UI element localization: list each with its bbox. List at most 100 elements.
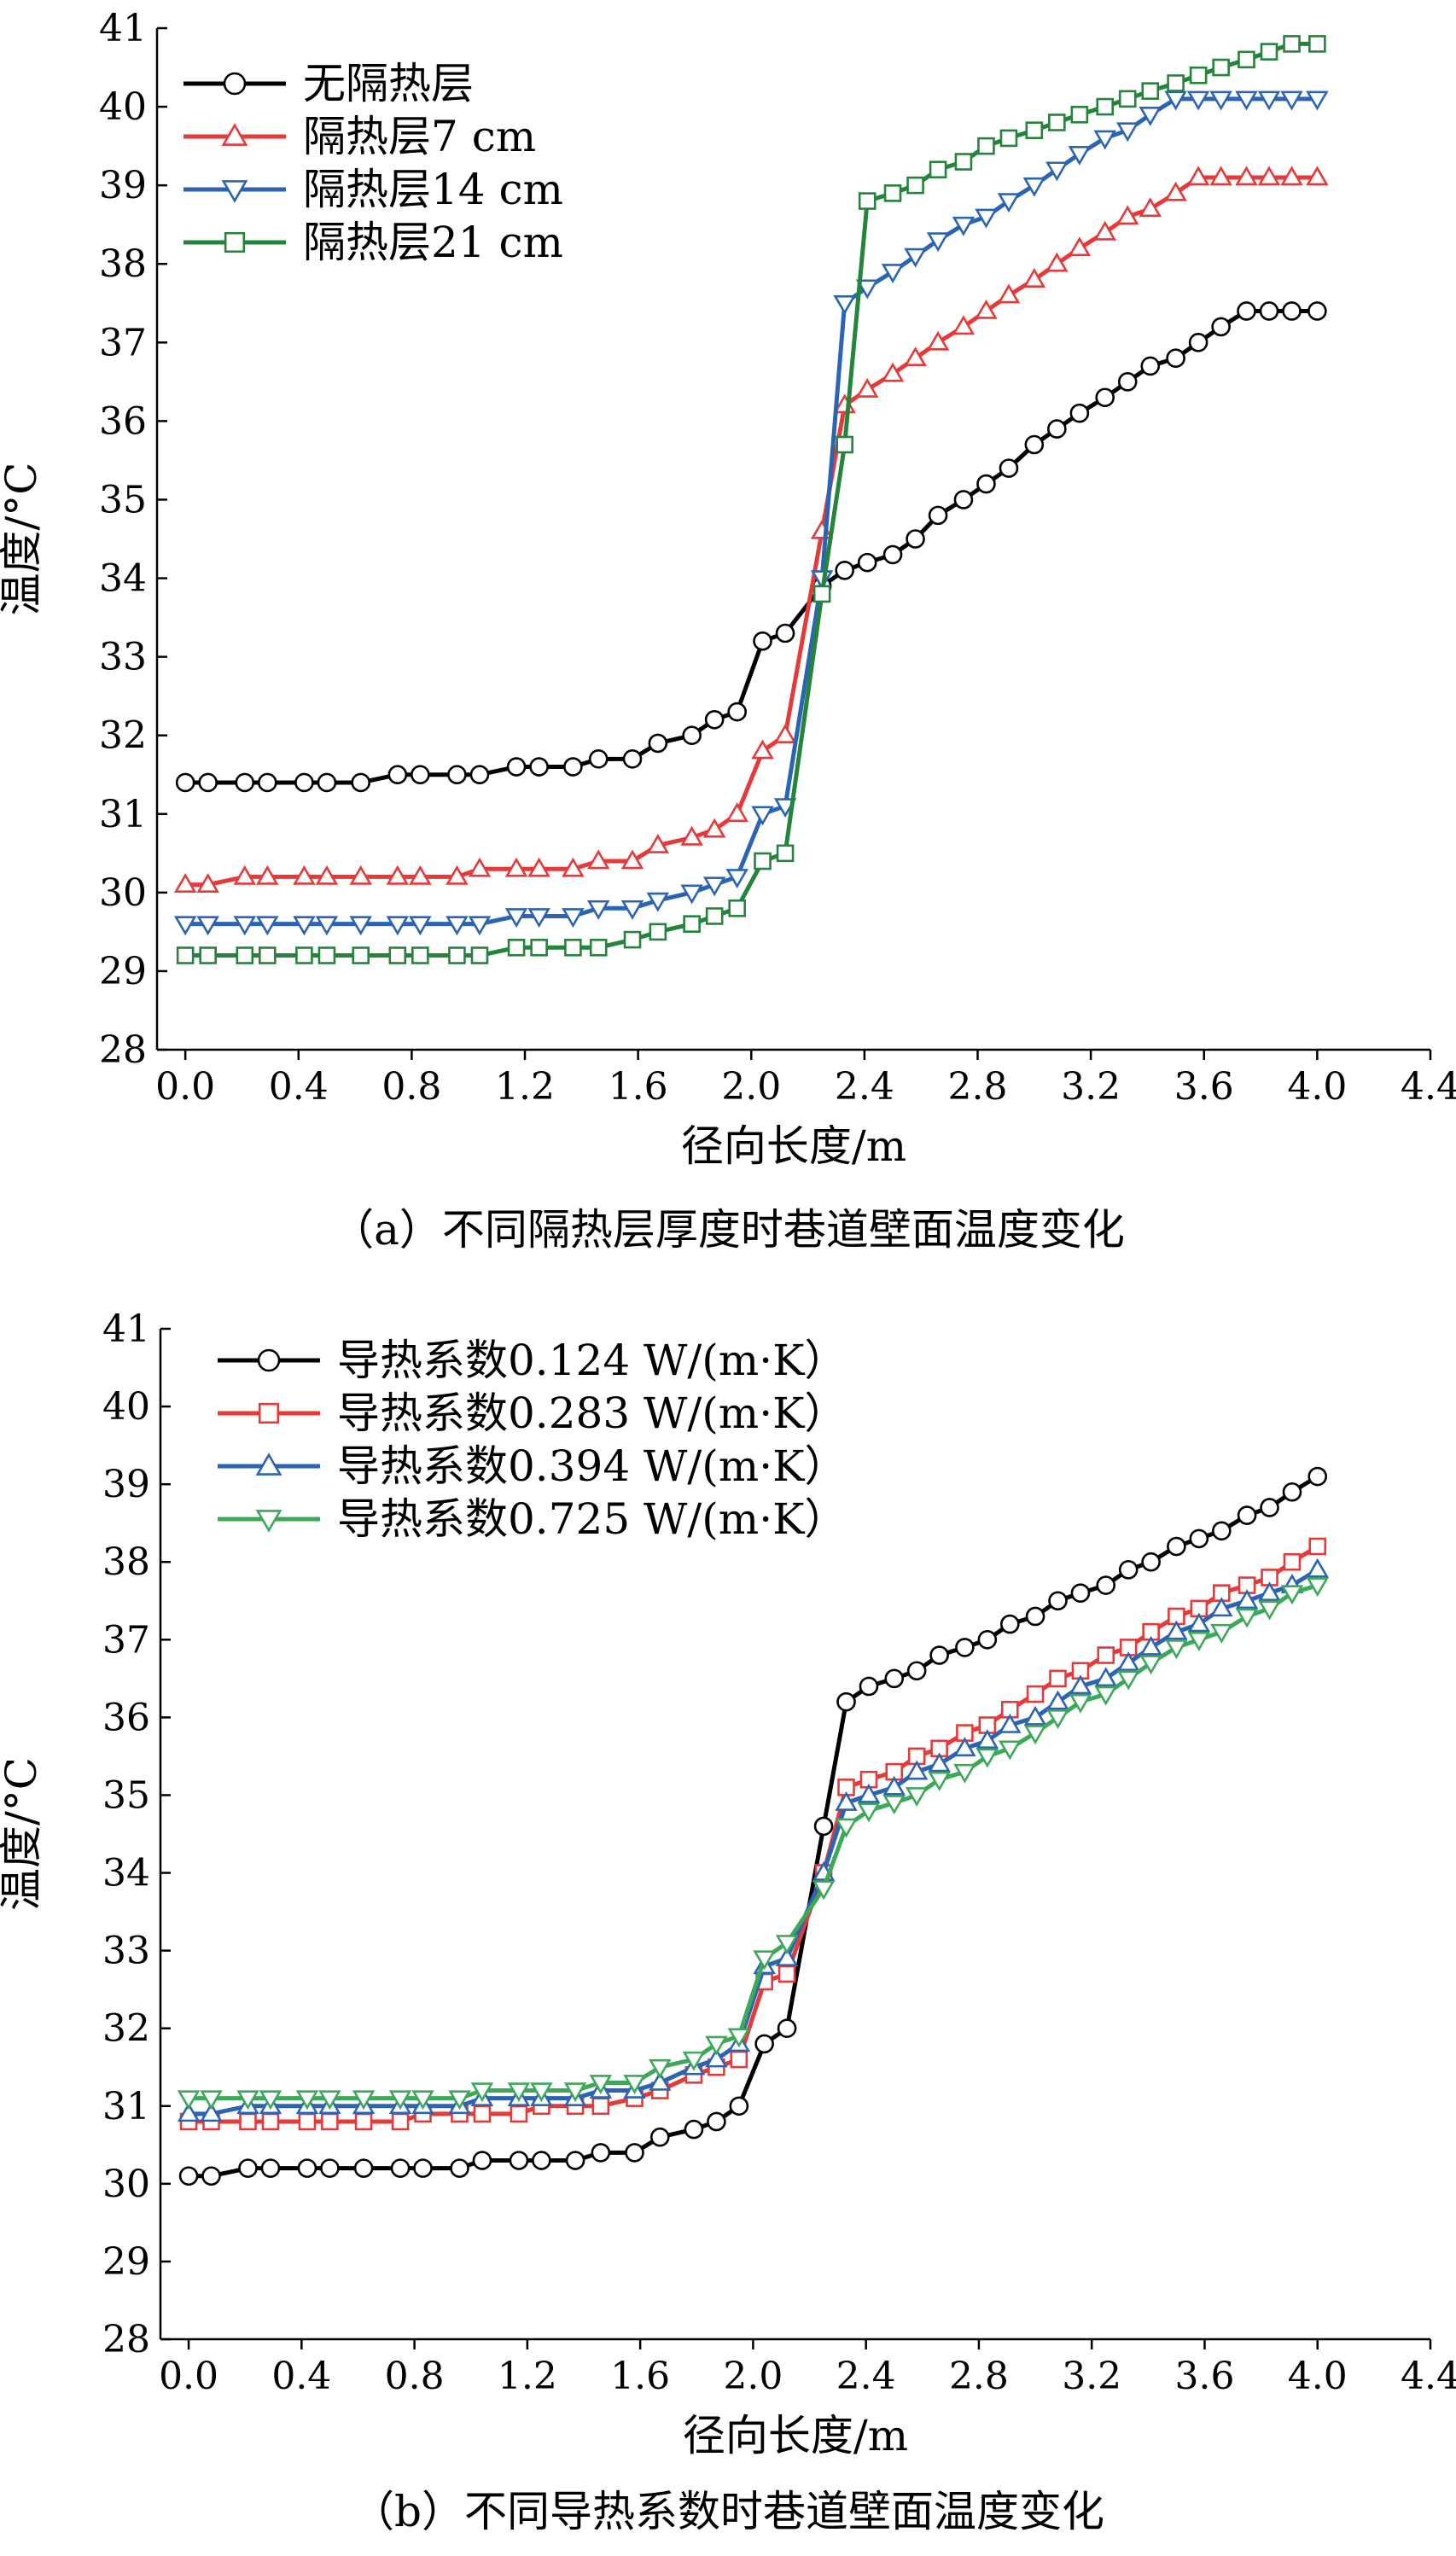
data-point (200, 2090, 223, 2111)
data-point (1093, 220, 1116, 241)
data-point (952, 216, 976, 236)
data-point (1238, 50, 1255, 69)
y-tick-label: 36 (102, 1696, 150, 1739)
y-tick-label: 37 (102, 1618, 150, 1662)
data-point (591, 2097, 610, 2116)
data-point (1069, 1693, 1092, 1714)
data-point (530, 939, 548, 957)
data-point (235, 772, 255, 793)
data-point (649, 2127, 670, 2147)
data-point (1164, 90, 1187, 111)
data-point (727, 2028, 751, 2048)
data-point (953, 1737, 976, 1757)
y-tick-label: 32 (99, 714, 147, 758)
data-point (646, 834, 670, 853)
data-point (1046, 1709, 1069, 1729)
chart-caption: （b）不同导热系数时巷道壁面温度变化 (352, 2487, 1104, 2536)
data-point (705, 907, 724, 925)
data-point (999, 129, 1018, 148)
x-axis-label: 径向长度/m (681, 1121, 906, 1171)
data-point (1069, 1674, 1092, 1695)
data-point (997, 193, 1021, 213)
data-point (1026, 1685, 1045, 1703)
data-point (855, 377, 879, 398)
data-point (1025, 1606, 1045, 1627)
data-point (976, 474, 996, 494)
x-tick-label: 0.8 (381, 1065, 441, 1109)
data-point (881, 362, 905, 382)
data-point (778, 1965, 796, 1983)
legend-item: 导热系数0.394 W/(m·K） (218, 1441, 847, 1491)
data-point (391, 2112, 410, 2131)
data-point (1069, 403, 1090, 423)
legend-item: 导热系数0.283 W/(m·K） (218, 1389, 847, 1438)
data-point (928, 1752, 951, 1773)
data-point (997, 283, 1021, 304)
data-point (684, 2119, 704, 2140)
legend-label: 导热系数0.725 W/(m·K） (337, 1494, 847, 1544)
data-point (773, 724, 797, 743)
legend-marker (224, 231, 246, 253)
data-point (680, 884, 703, 905)
x-tick-label: 2.0 (721, 1065, 781, 1109)
data-point (527, 857, 550, 877)
data-point (1070, 105, 1089, 124)
data-point (1095, 387, 1115, 408)
data-point (1212, 58, 1230, 77)
data-point (295, 2090, 319, 2111)
data-point (1045, 161, 1069, 182)
data-point (976, 1729, 999, 1750)
data-point (812, 1880, 836, 1901)
data-point (977, 137, 995, 155)
data-point (836, 1691, 856, 1712)
data-point (1094, 1667, 1117, 1687)
data-point (1139, 106, 1162, 126)
data-point (563, 757, 583, 777)
data-point (620, 849, 644, 870)
data-point (625, 2143, 644, 2163)
y-tick-label: 41 (99, 7, 147, 50)
data-point (906, 176, 924, 195)
data-point (1306, 166, 1329, 186)
data-point (1280, 90, 1303, 111)
data-point (1164, 181, 1187, 201)
data-point (1093, 130, 1116, 150)
y-axis-label: 温度/°C (0, 462, 46, 615)
data-point (236, 946, 254, 964)
data-point (1022, 268, 1046, 288)
data-point (298, 2112, 317, 2131)
data-point (409, 916, 432, 936)
legend-label: 导热系数0.283 W/(m·K） (337, 1389, 847, 1438)
data-point (509, 2151, 529, 2170)
data-point (529, 757, 549, 777)
data-point (510, 2105, 528, 2123)
data-point (1167, 74, 1185, 92)
data-point (1115, 205, 1139, 225)
data-point (975, 299, 998, 319)
data-point (1235, 1608, 1259, 1628)
data-point (411, 765, 430, 785)
x-tick-label: 1.6 (610, 2355, 670, 2398)
data-point (1048, 1591, 1068, 1611)
data-point (1025, 121, 1044, 139)
data-point (1023, 1705, 1047, 1726)
data-point (256, 865, 279, 885)
data-point (649, 923, 667, 941)
data-point (882, 1795, 906, 1815)
data-point (1117, 372, 1138, 392)
y-tick-label: 31 (102, 2085, 150, 2128)
data-point (1139, 1655, 1162, 1675)
data-point (198, 772, 218, 793)
legend-marker (258, 1402, 280, 1424)
data-point (413, 2158, 433, 2178)
x-axis-label: 径向长度/m (683, 2411, 908, 2460)
data-point (589, 2075, 613, 2095)
data-point (354, 2112, 373, 2131)
y-tick-label: 30 (102, 2163, 150, 2206)
data-point (775, 623, 795, 643)
y-tick-label: 34 (102, 1852, 150, 1895)
data-point (999, 1713, 1022, 1733)
data-point (858, 192, 877, 210)
data-point (882, 544, 903, 565)
